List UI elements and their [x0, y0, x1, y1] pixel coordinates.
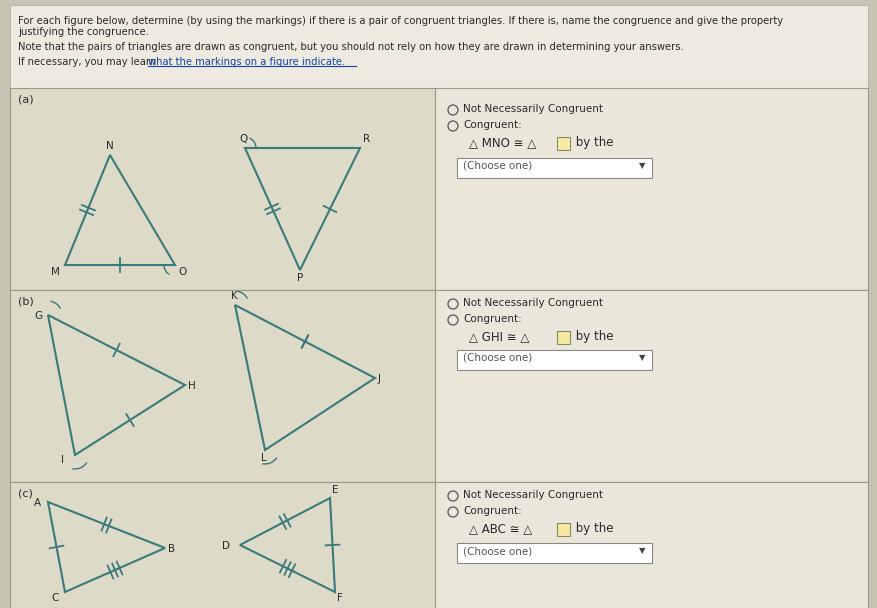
Text: H: H	[188, 381, 196, 391]
Text: Not Necessarily Congruent: Not Necessarily Congruent	[462, 490, 602, 500]
Text: by the: by the	[571, 136, 613, 149]
Text: by the: by the	[571, 522, 613, 535]
Text: ▼: ▼	[638, 546, 645, 555]
Text: △ ABC ≅ △: △ ABC ≅ △	[468, 522, 531, 535]
Text: (Choose one): (Choose one)	[462, 546, 531, 556]
Text: R: R	[362, 134, 370, 144]
Text: D: D	[222, 541, 230, 551]
Bar	[434, 482, 867, 608]
Text: justifying the congruence.: justifying the congruence.	[18, 27, 149, 37]
Text: B: B	[168, 544, 175, 554]
Text: Not Necessarily Congruent: Not Necessarily Congruent	[462, 298, 602, 308]
Bar	[434, 88, 867, 290]
Bar	[556, 331, 569, 344]
Text: G: G	[34, 311, 42, 321]
Text: △ MNO ≅ △: △ MNO ≅ △	[468, 136, 536, 149]
Text: L: L	[260, 453, 267, 463]
Text: (c): (c)	[18, 488, 32, 498]
Text: (Choose one): (Choose one)	[462, 161, 531, 171]
Text: P: P	[296, 273, 303, 283]
Text: ▼: ▼	[638, 161, 645, 170]
Bar	[457, 543, 652, 563]
Text: Not Necessarily Congruent: Not Necessarily Congruent	[462, 104, 602, 114]
Text: A: A	[34, 498, 41, 508]
Text: F: F	[337, 593, 343, 603]
Text: (b): (b)	[18, 296, 33, 306]
Text: E: E	[332, 485, 339, 495]
Text: For each figure below, determine (by using the markings) if there is a pair of c: For each figure below, determine (by usi…	[18, 16, 782, 26]
Bar	[556, 523, 569, 536]
Bar	[457, 158, 652, 178]
Text: J: J	[378, 374, 381, 384]
Text: Congruent:: Congruent:	[462, 120, 521, 130]
Bar	[10, 88, 434, 290]
Text: N: N	[106, 141, 114, 151]
Bar	[457, 350, 652, 370]
Text: I: I	[61, 455, 64, 465]
Text: C: C	[51, 593, 58, 603]
Text: O: O	[178, 267, 186, 277]
Bar	[556, 137, 569, 150]
Bar	[10, 482, 434, 608]
Text: Congruent:: Congruent:	[462, 506, 521, 516]
Text: Congruent:: Congruent:	[462, 314, 521, 324]
Text: K: K	[231, 291, 238, 301]
Text: If necessary, you may learn: If necessary, you may learn	[18, 57, 160, 67]
Text: by the: by the	[571, 330, 613, 343]
Bar	[434, 290, 867, 482]
Text: (Choose one): (Choose one)	[462, 353, 531, 363]
Text: △ GHI ≅ △: △ GHI ≅ △	[468, 330, 529, 343]
Text: ▼: ▼	[638, 353, 645, 362]
Text: what the markings on a figure indicate.: what the markings on a figure indicate.	[148, 57, 345, 67]
Text: M: M	[51, 267, 60, 277]
Text: Note that the pairs of triangles are drawn as congruent, but you should not rely: Note that the pairs of triangles are dra…	[18, 42, 683, 52]
Bar	[10, 290, 434, 482]
Text: (a): (a)	[18, 94, 33, 104]
Text: Q: Q	[239, 134, 247, 144]
